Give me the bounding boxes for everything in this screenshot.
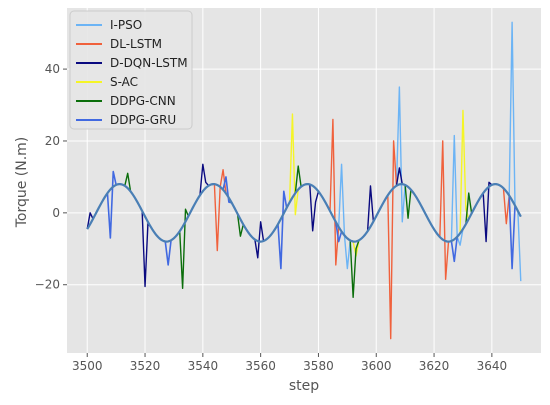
legend-box xyxy=(69,10,193,130)
legend-label: S-AC xyxy=(110,75,138,89)
x-tick-label: 3640 xyxy=(477,359,508,373)
x-tick-label: 3600 xyxy=(361,359,392,373)
y-tick-label: −20 xyxy=(35,278,60,292)
legend: I-PSO DL-LSTM D-DQN-LSTM S-AC DDPG-CNN DDPG-G… xyxy=(69,10,193,130)
legend-label: I-PSO xyxy=(110,18,142,32)
legend-label: D-DQN-LSTM xyxy=(110,56,188,70)
legend-label: DDPG-CNN xyxy=(110,94,176,108)
x-tick-label: 3580 xyxy=(303,359,334,373)
y-tick-label: 0 xyxy=(52,206,60,220)
x-tick-label: 3540 xyxy=(188,359,219,373)
x-tick-label: 3620 xyxy=(419,359,450,373)
y-tick-label: 40 xyxy=(45,62,60,76)
y-tick-label: 20 xyxy=(45,134,60,148)
reference-sinusoid-line xyxy=(86,183,522,243)
x-axis-title: step xyxy=(289,378,319,394)
y-axis-title: Torque (N.m) xyxy=(14,137,30,229)
legend-label: DDPG-GRU xyxy=(110,113,176,127)
ticks: 3500 3520 3540 3560 3580 3600 3620 3640 −20 0 20 40 xyxy=(35,62,507,373)
x-tick-label: 3520 xyxy=(130,359,161,373)
legend-label: DL-LSTM xyxy=(110,37,162,51)
series-layer xyxy=(86,21,522,340)
x-tick-label: 3500 xyxy=(72,359,103,373)
x-tick-label: 3560 xyxy=(245,359,276,373)
